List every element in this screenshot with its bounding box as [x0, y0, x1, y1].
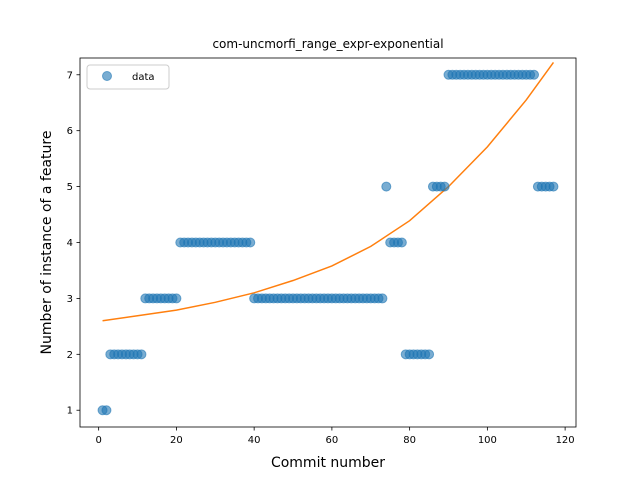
fit-line-group — [102, 62, 555, 322]
data-point — [171, 293, 182, 304]
y-tick-label: 7 — [67, 70, 73, 81]
x-tick-label: 40 — [248, 435, 261, 446]
y-axis-label: Number of instance of a feature — [39, 131, 55, 355]
data-point — [101, 405, 112, 416]
legend: data — [86, 64, 170, 90]
x-tick-label: 80 — [403, 435, 416, 446]
plot-area — [80, 58, 576, 427]
x-tick-label: 100 — [478, 435, 497, 446]
y-tick-label: 6 — [67, 126, 73, 137]
x-axis-label: Commit number — [271, 455, 385, 471]
x-tick-label: 0 — [95, 435, 101, 446]
data-point — [439, 181, 450, 192]
data-point — [396, 237, 407, 248]
x-tick-label: 60 — [326, 435, 339, 446]
y-tick-label: 5 — [67, 182, 73, 193]
data-point — [548, 181, 559, 192]
y-tick-label: 2 — [67, 350, 73, 361]
axis-ticks: 0 20 40 60 80 100 120 1 2 3 4 5 6 7 — [67, 70, 575, 446]
data-point — [136, 349, 147, 360]
data-point — [245, 237, 256, 248]
x-tick-label: 120 — [556, 435, 575, 446]
fit-line — [102, 62, 555, 322]
plot-frame — [79, 57, 577, 428]
data-point — [377, 293, 388, 304]
y-tick-label: 1 — [67, 406, 73, 417]
data-point — [529, 69, 540, 80]
data-point — [381, 181, 392, 192]
data-points — [97, 69, 559, 416]
legend-label-data: data — [132, 72, 155, 83]
y-tick-label: 4 — [67, 238, 73, 249]
legend-marker — [102, 71, 112, 81]
chart-title: com-uncmorfi_range_expr-exponential — [212, 37, 443, 51]
data-point — [424, 349, 435, 360]
legend-box — [86, 64, 170, 90]
y-tick-label: 3 — [67, 294, 73, 305]
x-tick-label: 20 — [170, 435, 183, 446]
